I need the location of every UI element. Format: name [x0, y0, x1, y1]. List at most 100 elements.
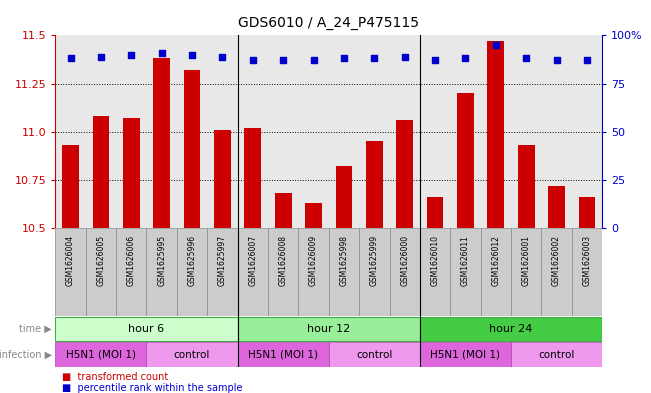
Bar	[488, 41, 504, 228]
Bar	[275, 193, 292, 228]
Point	[521, 55, 531, 62]
Point	[339, 55, 349, 62]
Text: GSM1626012: GSM1626012	[492, 235, 501, 286]
Bar	[572, 35, 602, 228]
Bar	[238, 228, 268, 316]
Bar	[572, 228, 602, 316]
Point	[400, 53, 410, 60]
Text: time ▶: time ▶	[20, 324, 52, 334]
Text: control: control	[174, 350, 210, 360]
Bar	[55, 342, 146, 367]
Bar	[238, 342, 329, 367]
Bar	[329, 228, 359, 316]
Point	[187, 51, 197, 58]
Point	[96, 53, 106, 60]
Point	[491, 42, 501, 48]
Text: infection ▶: infection ▶	[0, 350, 52, 360]
Text: GSM1626005: GSM1626005	[96, 235, 105, 286]
Bar	[177, 228, 207, 316]
Bar	[450, 35, 480, 228]
Text: H5N1 (MOI 1): H5N1 (MOI 1)	[248, 350, 318, 360]
Text: hour 12: hour 12	[307, 324, 350, 334]
Bar	[542, 228, 572, 316]
Bar	[480, 35, 511, 228]
Text: GSM1626006: GSM1626006	[127, 235, 136, 286]
Text: hour 6: hour 6	[128, 324, 165, 334]
Bar	[177, 35, 207, 228]
Bar	[389, 228, 420, 316]
Bar	[329, 35, 359, 228]
Bar	[420, 35, 450, 228]
Bar	[457, 93, 474, 228]
Bar	[420, 342, 511, 367]
Point	[156, 50, 167, 56]
Point	[369, 55, 380, 62]
Point	[551, 57, 562, 64]
Text: GSM1626009: GSM1626009	[309, 235, 318, 286]
Bar	[420, 317, 602, 342]
Text: hour 24: hour 24	[490, 324, 533, 334]
Bar	[86, 228, 116, 316]
Text: GSM1626008: GSM1626008	[279, 235, 288, 286]
Bar	[146, 228, 177, 316]
Text: GSM1626010: GSM1626010	[430, 235, 439, 286]
Bar	[55, 317, 238, 342]
Bar	[518, 145, 534, 228]
Bar	[238, 35, 268, 228]
Bar	[268, 228, 298, 316]
Text: GSM1626007: GSM1626007	[248, 235, 257, 286]
Text: H5N1 (MOI 1): H5N1 (MOI 1)	[430, 350, 501, 360]
Text: ■  percentile rank within the sample: ■ percentile rank within the sample	[62, 383, 242, 393]
Bar	[427, 197, 443, 228]
Point	[309, 57, 319, 64]
Bar	[62, 145, 79, 228]
Text: GSM1625998: GSM1625998	[339, 235, 348, 286]
Bar	[420, 228, 450, 316]
Bar	[511, 342, 602, 367]
Bar	[268, 35, 298, 228]
Bar	[146, 342, 238, 367]
Text: GSM1625996: GSM1625996	[187, 235, 197, 286]
Text: GSM1626011: GSM1626011	[461, 235, 470, 286]
Text: GSM1625999: GSM1625999	[370, 235, 379, 286]
Point	[460, 55, 471, 62]
Text: GSM1625997: GSM1625997	[218, 235, 227, 286]
Bar	[116, 35, 146, 228]
Bar	[396, 120, 413, 228]
Bar	[548, 185, 565, 228]
Text: GSM1626001: GSM1626001	[521, 235, 531, 286]
Point	[430, 57, 440, 64]
Text: GSM1626000: GSM1626000	[400, 235, 409, 286]
Text: control: control	[538, 350, 575, 360]
Text: H5N1 (MOI 1): H5N1 (MOI 1)	[66, 350, 136, 360]
Bar	[336, 166, 352, 228]
Text: GSM1626002: GSM1626002	[552, 235, 561, 286]
Bar	[298, 228, 329, 316]
Bar	[542, 35, 572, 228]
Bar	[329, 342, 420, 367]
Bar	[244, 128, 261, 228]
Text: ■  transformed count: ■ transformed count	[62, 372, 168, 382]
Bar	[214, 130, 230, 228]
Bar	[238, 317, 420, 342]
Bar	[359, 35, 389, 228]
Bar	[511, 35, 542, 228]
Text: GSM1626004: GSM1626004	[66, 235, 75, 286]
Bar	[207, 35, 238, 228]
Bar	[55, 228, 86, 316]
Point	[65, 55, 76, 62]
Point	[126, 51, 137, 58]
Point	[217, 53, 228, 60]
Bar	[55, 35, 86, 228]
Text: GSM1626003: GSM1626003	[583, 235, 592, 286]
Bar	[305, 203, 322, 228]
Point	[582, 57, 592, 64]
Bar	[359, 228, 389, 316]
Point	[247, 57, 258, 64]
Bar	[86, 35, 116, 228]
Bar	[123, 118, 140, 228]
Bar	[154, 59, 170, 228]
Bar	[207, 228, 238, 316]
Title: GDS6010 / A_24_P475115: GDS6010 / A_24_P475115	[238, 16, 419, 30]
Text: control: control	[356, 350, 393, 360]
